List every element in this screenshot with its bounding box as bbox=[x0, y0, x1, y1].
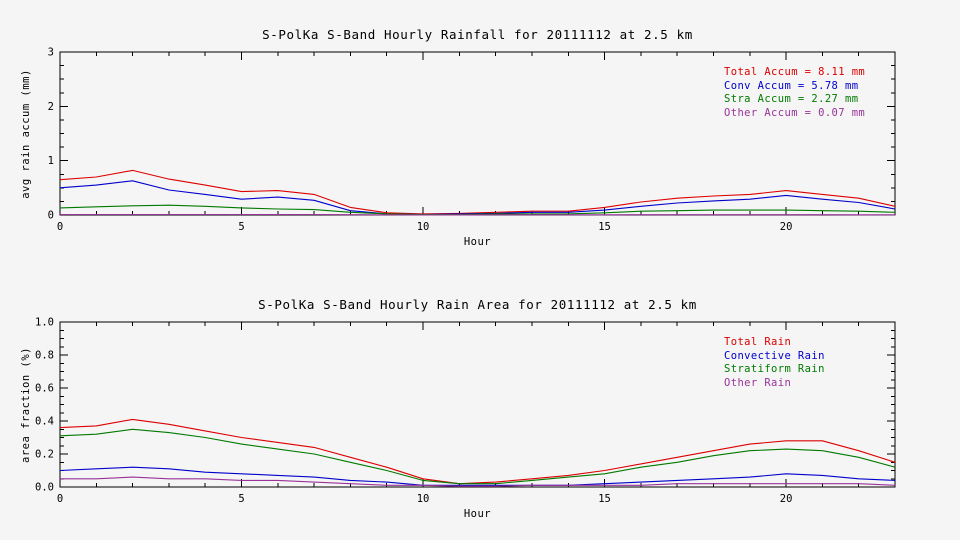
legend-total-rain: Total Rain bbox=[724, 336, 792, 348]
legend-other-rain: Other Rain bbox=[724, 376, 792, 389]
y-tick-label: 0.0 bbox=[35, 482, 54, 494]
x-tick-label: 10 bbox=[417, 221, 430, 233]
x-tick-label: 5 bbox=[238, 221, 244, 233]
rain-area-chart-title: S-PolKa S-Band Hourly Rain Area for 2011… bbox=[258, 297, 697, 312]
rain-area-chart: 0 5 10 15 20 0.0 0.2 0.4 0.6 0.8 1.0 S-PolKa S-Ban… bbox=[0, 290, 960, 538]
y-tick-label: 1.0 bbox=[35, 317, 54, 329]
legend-other-accum: Other Accum = 0.07 mm bbox=[724, 106, 866, 119]
y-tick-label: 0.8 bbox=[35, 350, 54, 362]
legend-stra-accum: Stra Accum = 2.27 mm bbox=[724, 93, 859, 105]
legend-stratiform-rain: Stratiform Rain bbox=[724, 363, 825, 375]
series-line-stra-accum bbox=[59, 204, 896, 216]
series-line-conv-accum bbox=[59, 180, 896, 216]
series-line-stratiform-rain bbox=[59, 428, 896, 485]
legend-convective-rain: Convective Rain bbox=[724, 349, 825, 362]
x-tick-label: 15 bbox=[598, 221, 611, 233]
rainfall-plot-canvas: 0 5 10 15 20 0 1 2 3 bbox=[48, 47, 896, 234]
series-line-total-accum bbox=[59, 169, 896, 215]
rain-area-plot-canvas: 0 5 10 15 20 0.0 0.2 0.4 0.6 0.8 1.0 bbox=[35, 317, 896, 506]
y-tick-label: 2 bbox=[48, 101, 54, 113]
y-tick-label: 0.4 bbox=[35, 416, 54, 428]
rainfall-x-axis-label: Hour bbox=[463, 236, 492, 248]
tick-labels: 0 5 10 15 20 0 1 2 3 bbox=[48, 47, 793, 234]
x-tick-label: 0 bbox=[57, 221, 63, 233]
series-line-total-rain bbox=[59, 418, 896, 485]
series-line-other-rain bbox=[60, 476, 896, 487]
y-tick-label: 1 bbox=[48, 155, 54, 167]
rain-area-x-axis-label: Hour bbox=[463, 508, 492, 520]
y-tick-label: 0.2 bbox=[35, 449, 54, 461]
y-tick-label: 0 bbox=[48, 210, 54, 222]
rainfall-y-axis-label: avg rain accum (mm) bbox=[20, 68, 32, 199]
x-tick-label: 5 bbox=[238, 493, 244, 505]
y-tick-label: 3 bbox=[48, 47, 54, 59]
x-tick-label: 0 bbox=[57, 493, 63, 505]
rainfall-chart-title: S-PolKa S-Band Hourly Rainfall for 20111… bbox=[262, 27, 693, 42]
x-tick-label: 15 bbox=[598, 493, 611, 505]
tick-labels: 0 5 10 15 20 0.0 0.2 0.4 0.6 0.8 1.0 bbox=[35, 317, 792, 506]
y-tick-label: 0.6 bbox=[35, 383, 54, 395]
series-line-convective-rain bbox=[59, 466, 896, 486]
x-tick-label: 10 bbox=[417, 493, 430, 505]
x-axis-ticks bbox=[59, 52, 896, 215]
legend-conv-accum: Conv Accum = 5.78 mm bbox=[724, 79, 859, 92]
legend-total-accum: Total Accum = 8.11 mm bbox=[724, 66, 866, 78]
x-tick-label: 20 bbox=[780, 493, 793, 505]
rain-area-y-axis-label: area fraction (%) bbox=[20, 346, 32, 463]
x-tick-label: 20 bbox=[780, 221, 793, 233]
rainfall-chart: 0 5 10 15 20 0 1 2 3 S-PolKa S-Band Hourly Rainf… bbox=[0, 15, 960, 277]
